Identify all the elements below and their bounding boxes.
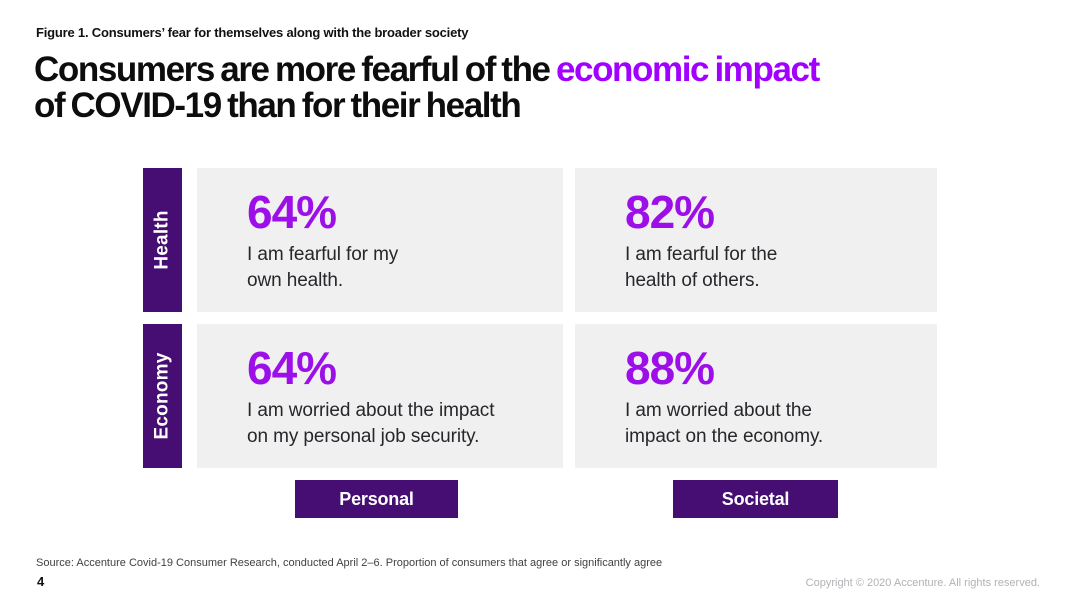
stat-grid: Health 64% I am fearful for my own healt…	[143, 168, 937, 480]
stat-statement: I am worried about the impact on the eco…	[625, 398, 917, 450]
column-label-personal: Personal	[295, 480, 458, 518]
stat-statement-line1: I am worried about the impact	[247, 399, 495, 421]
figure-caption: Figure 1. Consumers’ fear for themselves…	[36, 25, 469, 40]
stat-statement: I am worried about the impact on my pers…	[247, 398, 543, 450]
page-number: 4	[37, 574, 45, 589]
stat-statement-line2: own health.	[247, 269, 344, 291]
stat-card-health-societal: 82% I am fearful for the health of other…	[575, 168, 937, 312]
title-line1-black: Consumers are more fearful of the	[34, 50, 556, 89]
column-label-societal: Societal	[673, 480, 838, 518]
stat-card-economy-personal: 64% I am worried about the impact on my …	[197, 324, 563, 468]
copyright-notice: Copyright © 2020 Accenture. All rights r…	[805, 577, 1040, 589]
row-label-health-text: Health	[151, 210, 173, 270]
stat-statement-line1: I am fearful for my	[247, 243, 399, 265]
stat-card-economy-societal: 88% I am worried about the impact on the…	[575, 324, 937, 468]
stat-statement: I am fearful for the health of others.	[625, 242, 917, 294]
row-label-health: Health	[143, 168, 182, 312]
grid-row-health: Health 64% I am fearful for my own healt…	[143, 168, 937, 312]
stat-statement-line2: health of others.	[625, 269, 760, 291]
stat-value: 88%	[625, 342, 715, 394]
grid-row-economy: Economy 64% I am worried about the impac…	[143, 324, 937, 468]
stat-value: 64%	[247, 342, 337, 394]
stat-statement-line1: I am fearful for the	[625, 243, 778, 265]
stat-value: 64%	[247, 186, 337, 238]
stat-value: 82%	[625, 186, 715, 238]
stat-statement-line1: I am worried about the	[625, 399, 812, 421]
stat-statement: I am fearful for my own health.	[247, 242, 543, 294]
source-note: Source: Accenture Covid-19 Consumer Rese…	[36, 557, 663, 569]
row-label-economy-text: Economy	[151, 352, 173, 440]
title-highlight: economic impact	[555, 50, 820, 89]
stat-statement-line2: impact on the economy.	[625, 425, 824, 447]
row-label-economy: Economy	[143, 324, 182, 468]
stat-card-health-personal: 64% I am fearful for my own health.	[197, 168, 563, 312]
stat-statement-line2: on my personal job security.	[247, 425, 480, 447]
title-line2: of COVID-19 than for their health	[34, 86, 522, 125]
page-title: Consumers are more fearful of the econom…	[34, 50, 820, 125]
